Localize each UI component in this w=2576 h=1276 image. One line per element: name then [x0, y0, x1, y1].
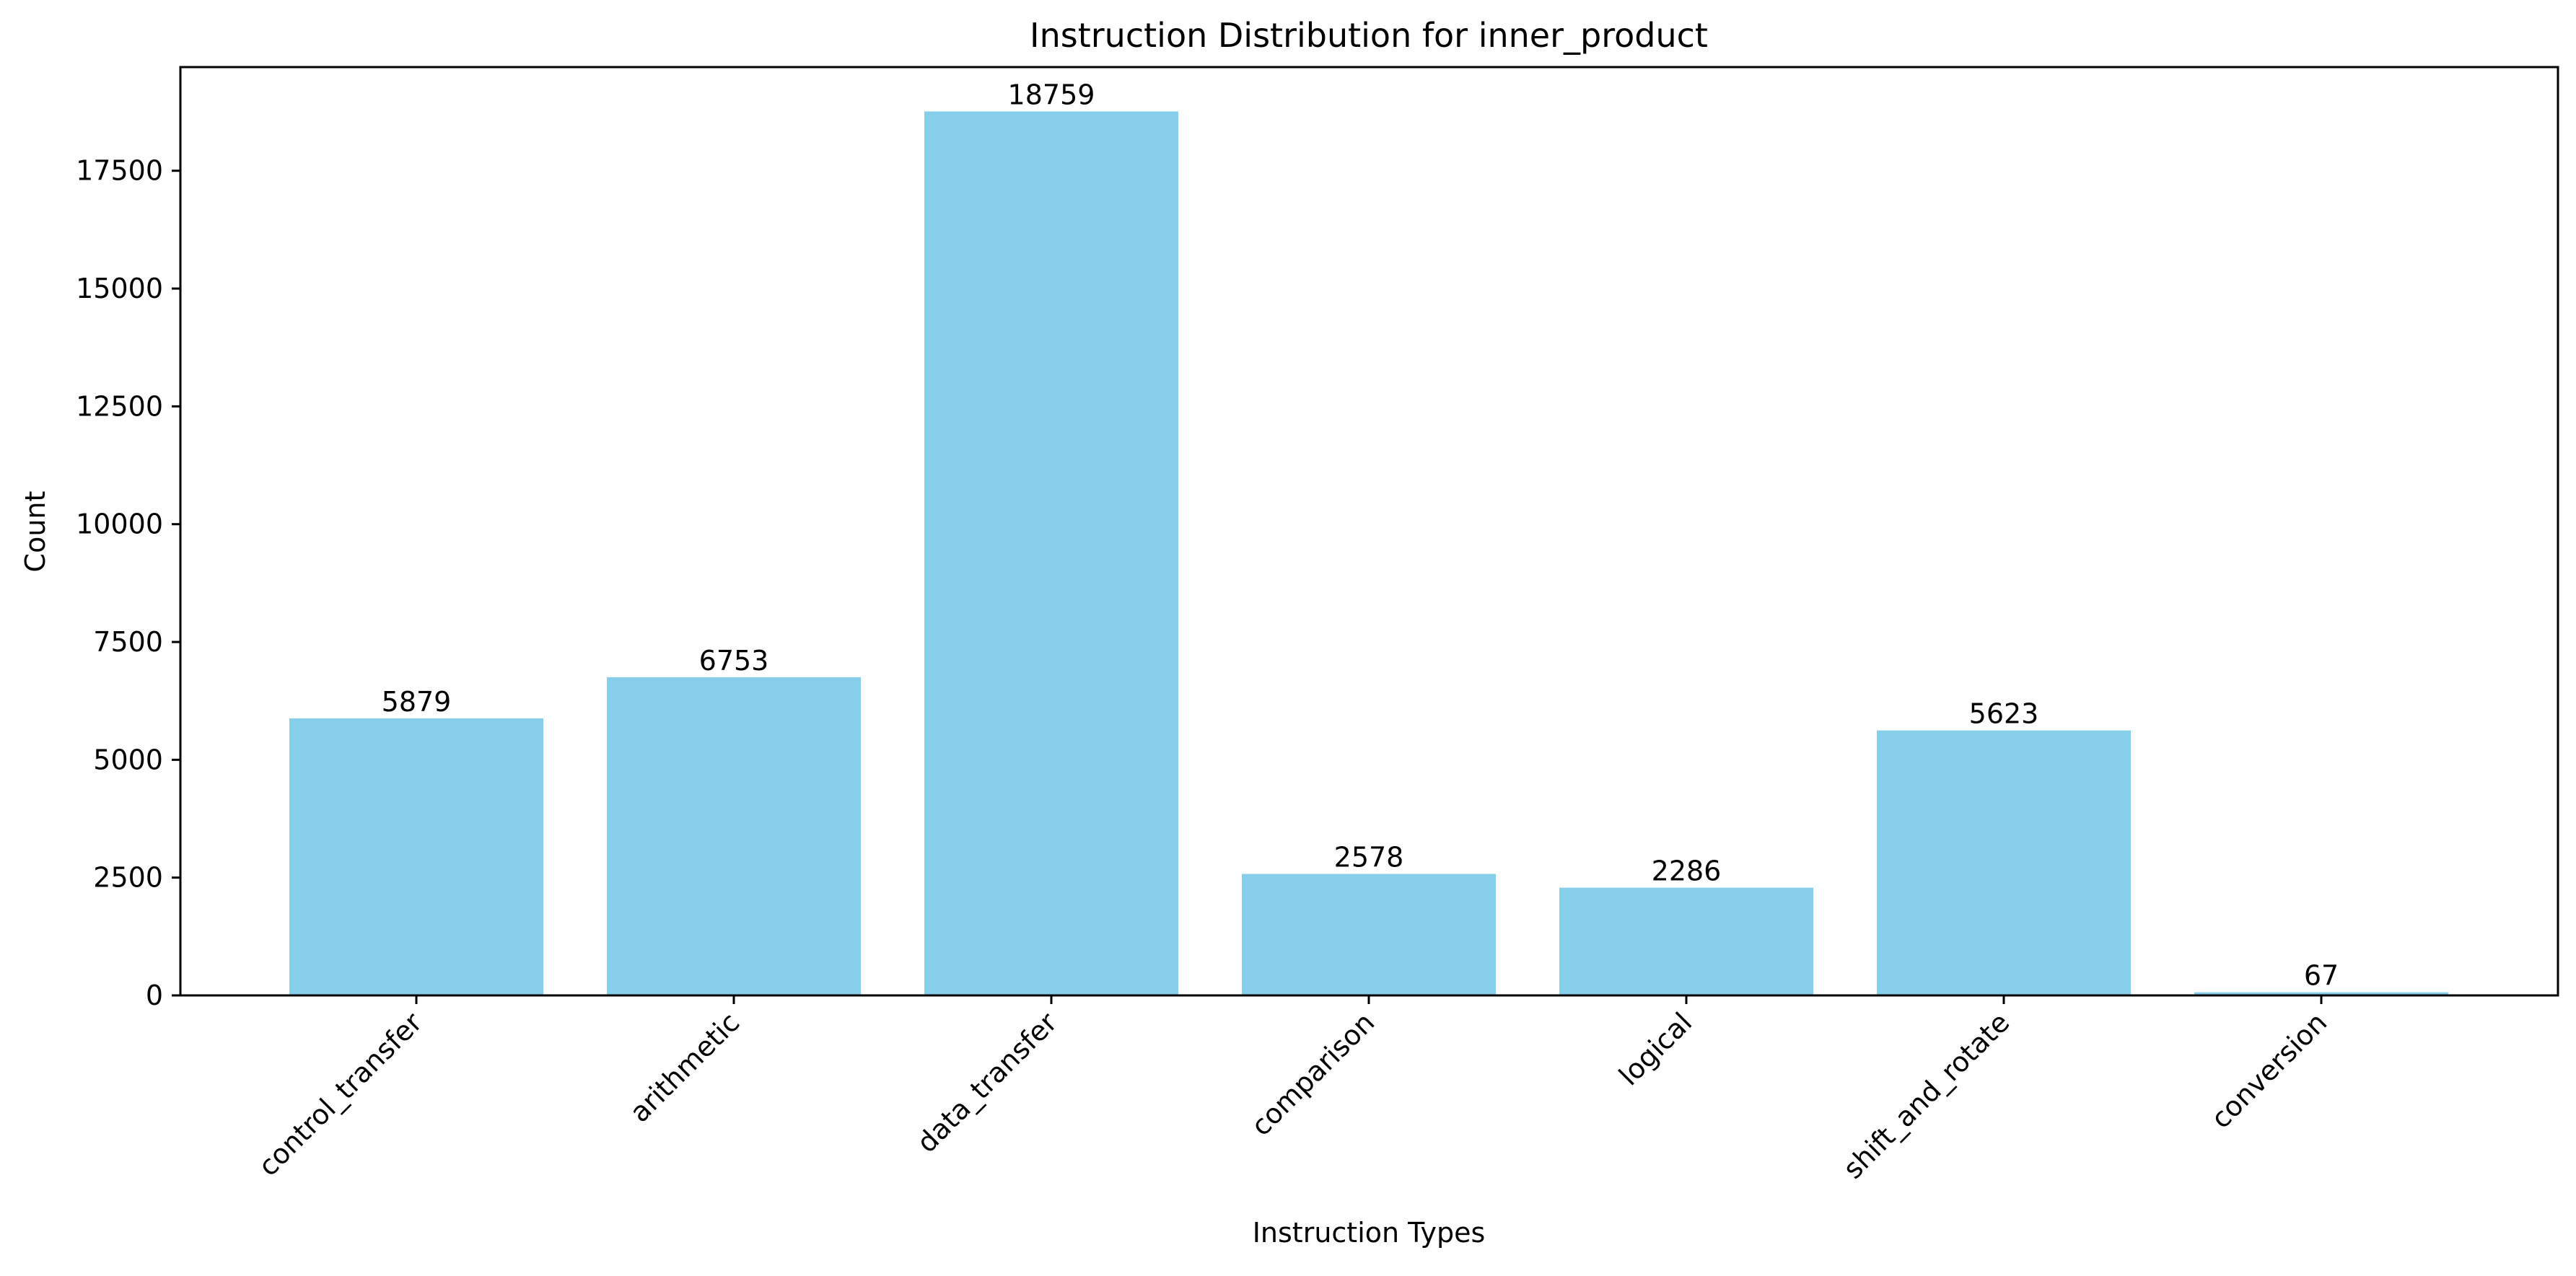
- data-label-logical: 2286: [1652, 855, 1722, 887]
- bars-layer: 5879 6753 18759 2578 2286 5623 67: [289, 79, 2448, 996]
- x-axis-label: Instruction Types: [1253, 1217, 1486, 1249]
- data-label-conversion: 67: [2304, 960, 2339, 992]
- data-label-comparison: 2578: [1334, 842, 1404, 874]
- data-label-data_transfer: 18759: [1008, 79, 1095, 110]
- y-tick-label-17500: 17500: [76, 155, 163, 187]
- chart-title: Instruction Distribution for inner_produ…: [1030, 16, 1708, 55]
- plot-area-frame: [179, 66, 2559, 997]
- y-tick-label-2500: 2500: [93, 862, 163, 894]
- y-tick-label-12500: 12500: [76, 390, 163, 422]
- y-tick-label-7500: 7500: [93, 626, 163, 658]
- y-tick-label-10000: 10000: [76, 509, 163, 540]
- y-tick-label-5000: 5000: [93, 744, 163, 775]
- bar-data_transfer: [924, 111, 1178, 996]
- data-label-shift_and_rotate: 5623: [1969, 698, 2039, 730]
- data-label-arithmetic: 6753: [699, 645, 769, 677]
- data-label-control_transfer: 5879: [382, 686, 452, 718]
- bar-comparison: [1242, 874, 1496, 995]
- y-axis-label: Count: [19, 491, 51, 573]
- y-tick-label-0: 0: [146, 980, 163, 1011]
- bar-logical: [1559, 887, 1813, 995]
- bar-shift_and_rotate: [1877, 730, 2131, 995]
- bar-conversion: [2194, 992, 2448, 995]
- y-tick-label-15000: 15000: [76, 273, 163, 304]
- bar-arithmetic: [607, 677, 861, 995]
- bar-control_transfer: [289, 718, 543, 995]
